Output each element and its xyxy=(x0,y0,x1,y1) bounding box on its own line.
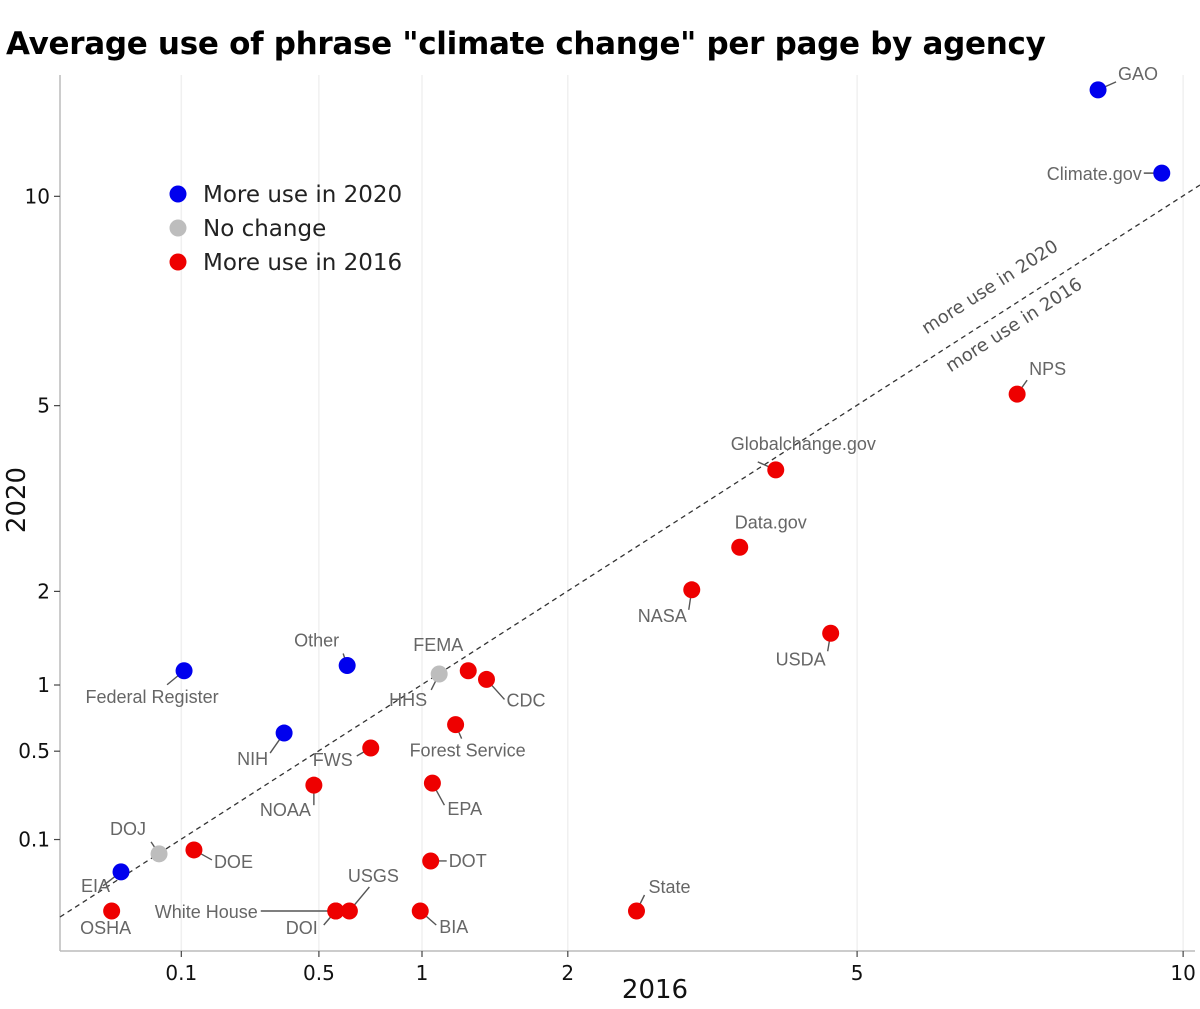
legend-marker xyxy=(169,253,187,271)
legend-marker xyxy=(169,185,187,203)
x-tick-label: 10 xyxy=(1170,961,1195,985)
data-point xyxy=(175,662,193,680)
point-label: EPA xyxy=(447,799,482,819)
point-label: GAO xyxy=(1118,64,1158,84)
point-label: FWS xyxy=(313,750,353,770)
point-label: Forest Service xyxy=(410,741,526,761)
data-point xyxy=(423,774,441,792)
data-point xyxy=(477,670,495,688)
point-label: NPS xyxy=(1029,359,1066,379)
legend-label: No change xyxy=(203,216,326,242)
data-point xyxy=(305,776,323,794)
data-point xyxy=(459,662,477,680)
point-label: FEMA xyxy=(413,635,463,655)
point-label: DOT xyxy=(449,851,487,871)
point-label: State xyxy=(648,877,690,897)
data-point xyxy=(430,665,448,683)
data-point xyxy=(822,624,840,642)
point-label: NASA xyxy=(638,606,687,626)
data-point xyxy=(1008,385,1026,403)
chart-title: Average use of phrase "climate change" p… xyxy=(6,26,1046,62)
data-point xyxy=(185,841,203,859)
point-label: BIA xyxy=(439,917,468,937)
data-point xyxy=(422,852,440,870)
data-point xyxy=(731,538,749,556)
point-label: USDA xyxy=(776,649,826,669)
point-label: HHS xyxy=(389,690,427,710)
data-point xyxy=(103,902,121,920)
data-point xyxy=(1153,164,1171,182)
x-tick-label: 0.1 xyxy=(165,961,197,985)
data-point xyxy=(1089,81,1107,99)
data-point xyxy=(150,845,168,863)
y-tick-label: 5 xyxy=(37,394,50,418)
point-label: Data.gov xyxy=(735,512,807,532)
x-tick-label: 5 xyxy=(851,961,864,985)
point-label: DOI xyxy=(286,918,318,938)
point-label: OSHA xyxy=(80,918,131,938)
y-tick-label: 1 xyxy=(37,673,50,697)
point-label: DOJ xyxy=(110,819,146,839)
data-point xyxy=(340,902,358,920)
data-point xyxy=(683,581,701,599)
point-label: White House xyxy=(155,902,258,922)
y-tick-label: 10 xyxy=(25,184,50,208)
point-label: Other xyxy=(294,631,339,651)
data-point xyxy=(767,461,785,479)
y-tick-label: 0.5 xyxy=(18,739,50,763)
data-point xyxy=(447,716,465,734)
data-point xyxy=(362,739,380,757)
x-tick-label: 0.5 xyxy=(303,961,335,985)
point-label: NIH xyxy=(237,749,268,769)
point-label: Globalchange.gov xyxy=(731,434,876,454)
x-tick-label: 2 xyxy=(561,961,574,985)
data-point xyxy=(275,724,293,742)
legend-label: More use in 2016 xyxy=(203,250,402,276)
point-label: Federal Register xyxy=(86,687,219,707)
data-point xyxy=(338,657,356,675)
data-point xyxy=(327,902,345,920)
point-label: CDC xyxy=(506,690,545,710)
data-point xyxy=(112,863,130,881)
point-label: Climate.gov xyxy=(1047,164,1142,184)
point-label: EIA xyxy=(81,876,110,896)
reference-line-y-equals-x xyxy=(59,184,1200,918)
y-tick-label: 2 xyxy=(37,579,50,603)
x-tick-label: 1 xyxy=(416,961,429,985)
x-axis-label: 2016 xyxy=(622,975,688,1005)
point-label: NOAA xyxy=(260,800,311,820)
legend-label: More use in 2020 xyxy=(203,182,402,208)
y-tick-label: 0.1 xyxy=(18,828,50,852)
data-point xyxy=(627,902,645,920)
point-label: USGS xyxy=(348,866,399,886)
legend-marker xyxy=(169,219,187,237)
point-label: DOE xyxy=(214,852,253,872)
data-point xyxy=(411,902,429,920)
y-axis-label: 2020 xyxy=(2,467,32,533)
